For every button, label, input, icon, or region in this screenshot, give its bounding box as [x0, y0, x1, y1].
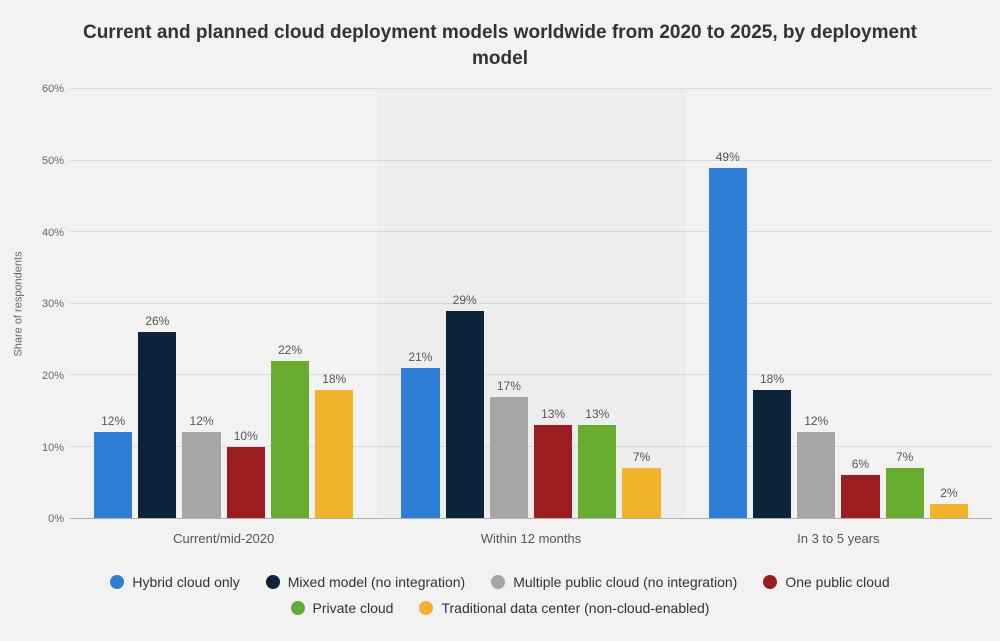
- bar-wrap: 17%: [490, 89, 528, 518]
- y-tick-label: 40%: [42, 227, 64, 239]
- bar-value-label: 12%: [804, 414, 828, 428]
- bar-value-label: 7%: [633, 450, 650, 464]
- bar: 22%: [271, 361, 309, 518]
- bar: 7%: [622, 468, 660, 518]
- bar-value-label: 7%: [896, 450, 913, 464]
- bar-group: 12%26%12%10%22%18%: [70, 89, 377, 518]
- legend-label: Hybrid cloud only: [132, 574, 239, 590]
- legend-swatch: [419, 601, 433, 615]
- legend-swatch: [110, 575, 124, 589]
- bar-wrap: 6%: [841, 89, 879, 518]
- bar-value-label: 18%: [322, 372, 346, 386]
- x-category-label: Current/mid-2020: [70, 531, 377, 546]
- bar: 18%: [753, 390, 791, 519]
- bar-wrap: 7%: [622, 89, 660, 518]
- y-tick-label: 20%: [42, 370, 64, 382]
- bar-value-label: 49%: [716, 150, 740, 164]
- bar-wrap: 13%: [534, 89, 572, 518]
- legend-label: Private cloud: [313, 600, 394, 616]
- y-tick-label: 30%: [42, 298, 64, 310]
- bar-value-label: 26%: [145, 314, 169, 328]
- bar: 12%: [182, 432, 220, 518]
- legend-item: Mixed model (no integration): [266, 574, 465, 590]
- x-category-label: Within 12 months: [377, 531, 684, 546]
- bar-wrap: 21%: [401, 89, 439, 518]
- chart-title: Current and planned cloud deployment mod…: [68, 20, 932, 71]
- bar-wrap: 22%: [271, 89, 309, 518]
- bar-wrap: 26%: [138, 89, 176, 518]
- bar-value-label: 12%: [101, 414, 125, 428]
- y-tick-column: 0%10%20%30%40%50%60%: [30, 89, 70, 519]
- bar-value-label: 22%: [278, 343, 302, 357]
- bar-value-label: 18%: [760, 372, 784, 386]
- y-tick-label: 10%: [42, 442, 64, 454]
- bar-value-label: 29%: [453, 293, 477, 307]
- plot-area: 12%26%12%10%22%18%21%29%17%13%13%7%49%18…: [70, 89, 992, 519]
- bar-wrap: 13%: [578, 89, 616, 518]
- y-tick-label: 50%: [42, 155, 64, 167]
- bar-wrap: 18%: [753, 89, 791, 518]
- bar-value-label: 13%: [585, 407, 609, 421]
- bar-group: 49%18%12%6%7%2%: [685, 89, 992, 518]
- bar-value-label: 21%: [408, 350, 432, 364]
- legend-label: Traditional data center (non-cloud-enabl…: [441, 600, 709, 616]
- legend-item: Multiple public cloud (no integration): [491, 574, 737, 590]
- bar: 29%: [446, 311, 484, 518]
- bar-wrap: 12%: [797, 89, 835, 518]
- bar: 13%: [578, 425, 616, 518]
- legend-swatch: [763, 575, 777, 589]
- bar-value-label: 2%: [940, 486, 957, 500]
- bar-value-label: 6%: [852, 457, 869, 471]
- bar-value-label: 13%: [541, 407, 565, 421]
- x-axis-row: Current/mid-2020Within 12 monthsIn 3 to …: [70, 531, 992, 546]
- plot-row: Share of respondents 0%10%20%30%40%50%60…: [8, 89, 992, 519]
- bar-wrap: 49%: [709, 89, 747, 518]
- bar: 21%: [401, 368, 439, 518]
- bar-wrap: 10%: [227, 89, 265, 518]
- legend-item: Traditional data center (non-cloud-enabl…: [419, 600, 709, 616]
- bar-wrap: 12%: [94, 89, 132, 518]
- bar-wrap: 12%: [182, 89, 220, 518]
- bar-wrap: 2%: [930, 89, 968, 518]
- bar: 7%: [886, 468, 924, 518]
- legend-label: Multiple public cloud (no integration): [513, 574, 737, 590]
- legend-item: Private cloud: [291, 600, 394, 616]
- bar: 26%: [138, 332, 176, 518]
- legend-label: One public cloud: [785, 574, 889, 590]
- legend-item: One public cloud: [763, 574, 889, 590]
- bar-value-label: 17%: [497, 379, 521, 393]
- y-tick-label: 0%: [48, 513, 64, 525]
- bar: 6%: [841, 475, 879, 518]
- legend-label: Mixed model (no integration): [288, 574, 465, 590]
- bar-value-label: 12%: [190, 414, 214, 428]
- bar-group: 21%29%17%13%13%7%: [377, 89, 684, 518]
- bar-wrap: 29%: [446, 89, 484, 518]
- y-tick-label: 60%: [42, 83, 64, 95]
- y-axis-label: Share of respondents: [13, 252, 25, 357]
- bar-value-label: 10%: [234, 429, 258, 443]
- legend-swatch: [491, 575, 505, 589]
- bar: 17%: [490, 397, 528, 519]
- chart-container: Current and planned cloud deployment mod…: [0, 0, 1000, 641]
- bar-wrap: 7%: [886, 89, 924, 518]
- bar: 12%: [797, 432, 835, 518]
- chart-legend: Hybrid cloud only Mixed model (no integra…: [78, 574, 922, 616]
- bar-wrap: 18%: [315, 89, 353, 518]
- bar: 12%: [94, 432, 132, 518]
- x-category-label: In 3 to 5 years: [685, 531, 992, 546]
- legend-swatch: [266, 575, 280, 589]
- bar: 49%: [709, 168, 747, 518]
- bar: 13%: [534, 425, 572, 518]
- bar: 10%: [227, 447, 265, 518]
- legend-item: Hybrid cloud only: [110, 574, 239, 590]
- bar: 2%: [930, 504, 968, 518]
- legend-swatch: [291, 601, 305, 615]
- bar: 18%: [315, 390, 353, 519]
- ylabel-column: Share of respondents: [8, 89, 30, 519]
